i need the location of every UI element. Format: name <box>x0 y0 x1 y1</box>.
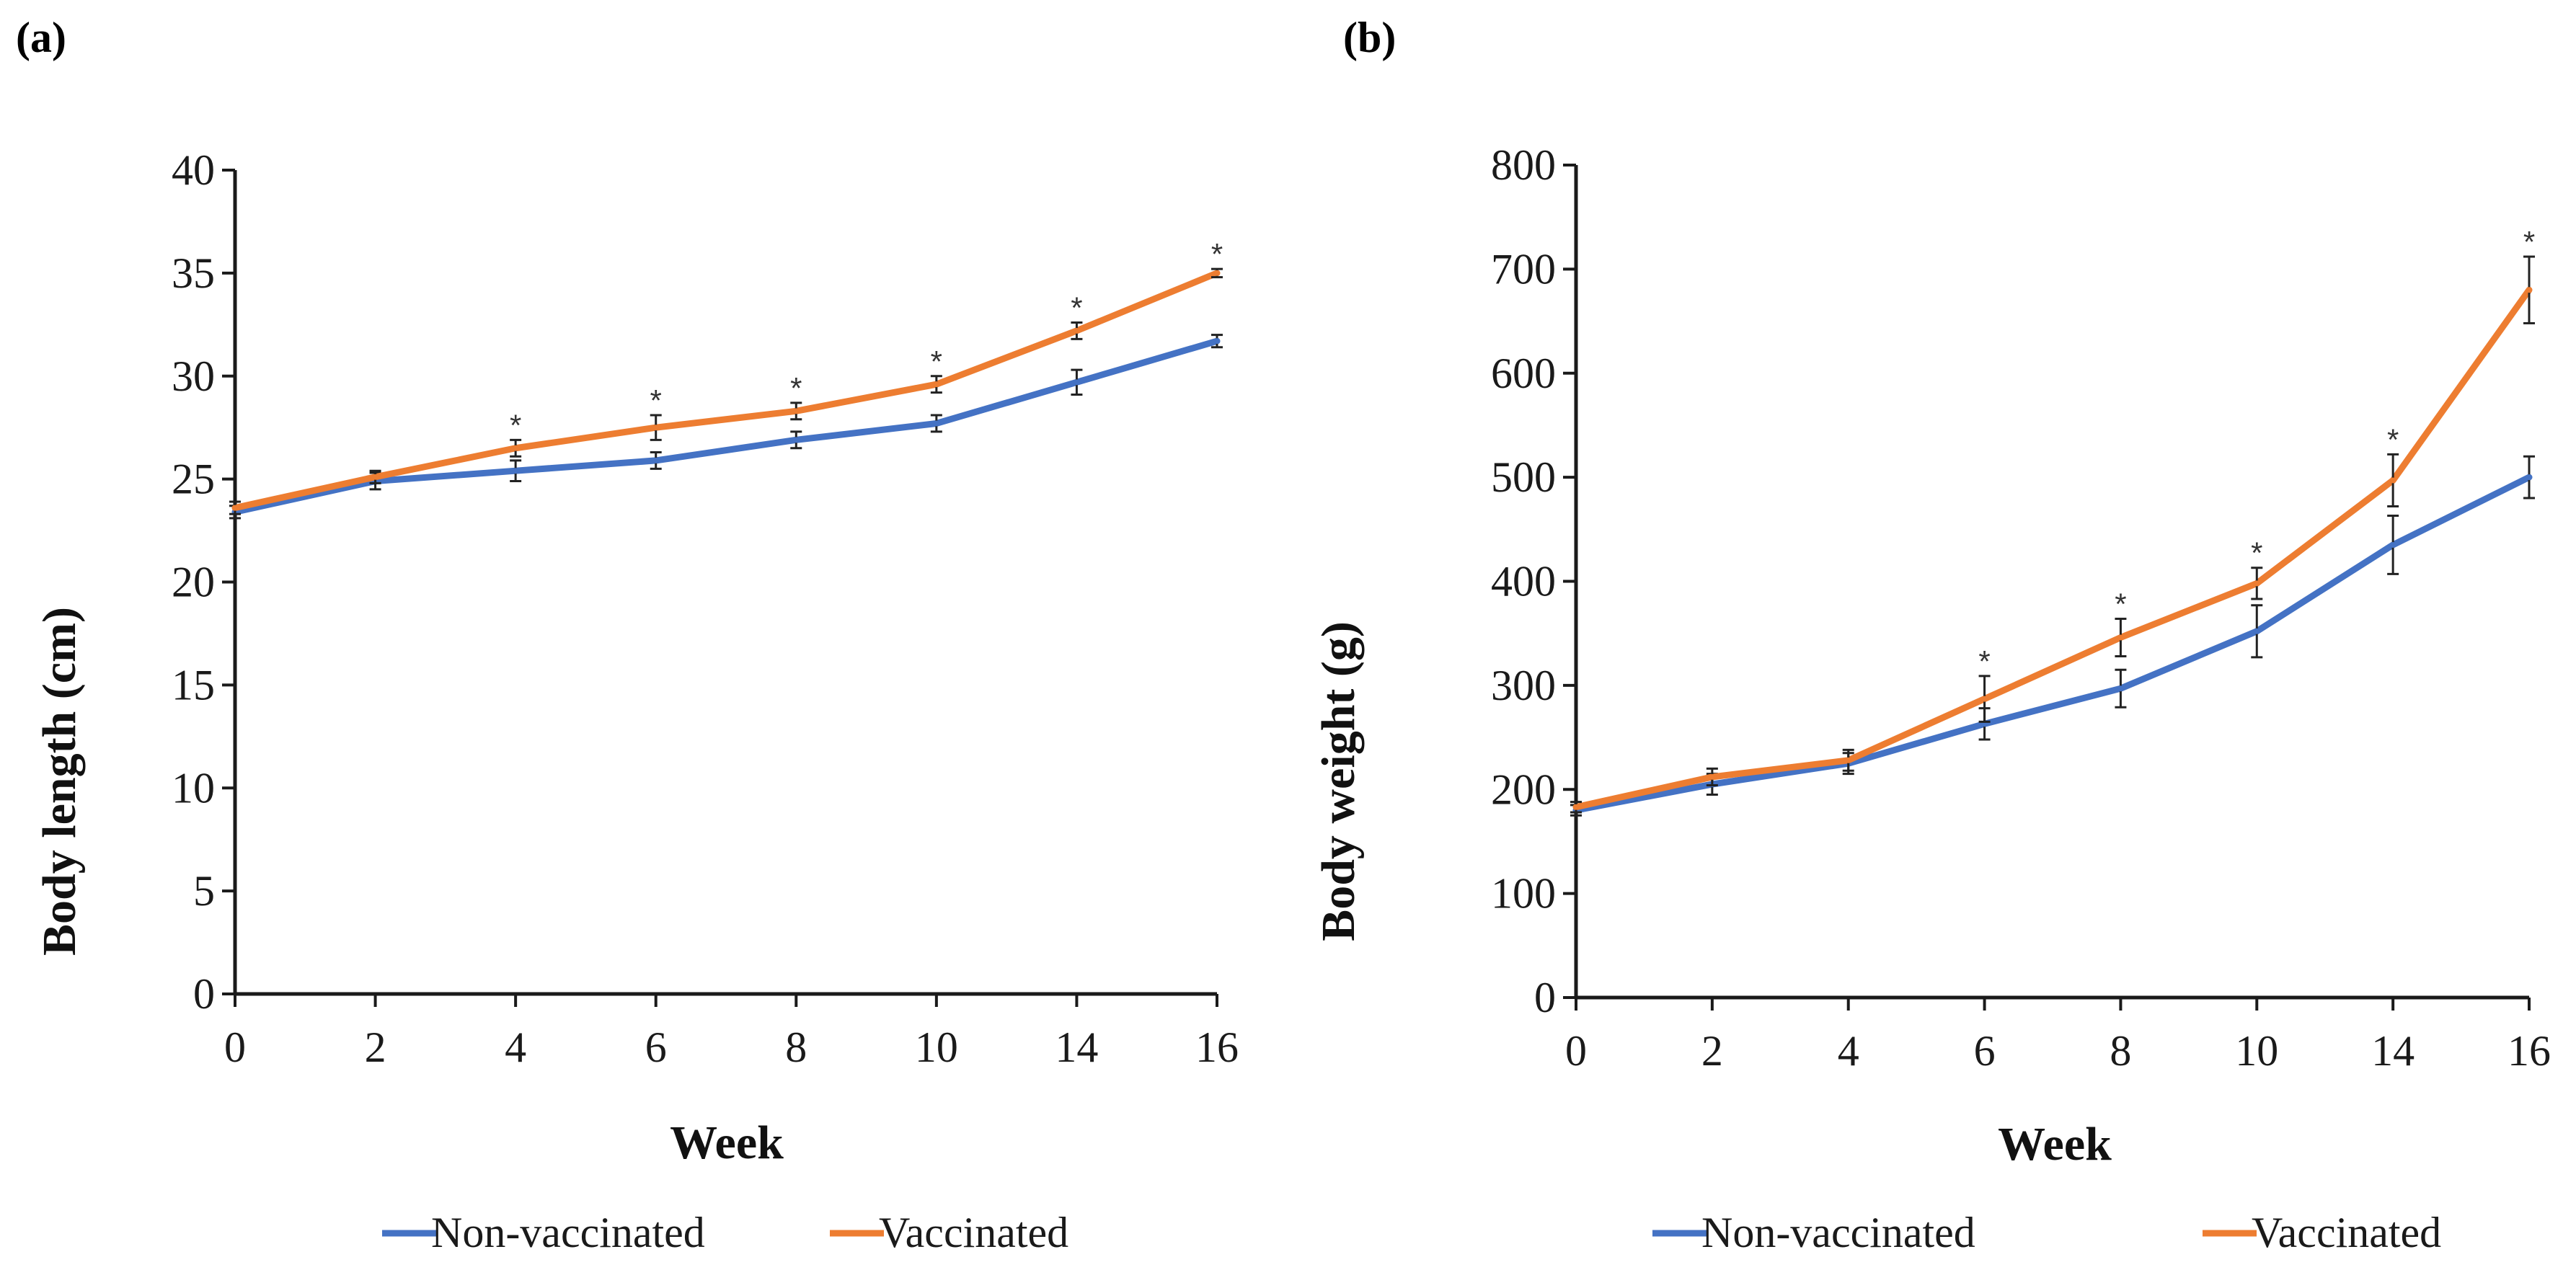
x-tick-label-a: 2 <box>365 1023 386 1071</box>
y-tick-label-a: 25 <box>172 456 215 503</box>
legend-label-vaccinated-b: Vaccinated <box>2252 1209 2441 1256</box>
x-tick-label-a: 6 <box>645 1023 667 1071</box>
significance-marker-b: * <box>2523 225 2535 259</box>
x-tick-label-a: 16 <box>1195 1023 1239 1071</box>
data-point-vaccinated-b <box>2117 634 2124 641</box>
legend-label-non-vaccinated-a: Non-vaccinated <box>431 1209 705 1256</box>
data-point-non-vaccinated-a <box>652 457 659 463</box>
data-point-vaccinated-a <box>933 381 939 388</box>
y-tick-label-a: 0 <box>193 970 215 1018</box>
x-tick-label-b: 16 <box>2508 1027 2551 1075</box>
data-point-vaccinated-a <box>513 445 519 451</box>
y-tick-label-b: 700 <box>1491 245 1556 293</box>
data-point-vaccinated-b <box>1981 696 1988 702</box>
data-point-non-vaccinated-a <box>933 420 939 427</box>
y-tick-label-b: 600 <box>1491 350 1556 397</box>
x-axis-title-a: Week <box>670 1116 784 1169</box>
data-point-vaccinated-a <box>652 425 659 431</box>
x-tick-label-a: 8 <box>785 1023 807 1071</box>
legend-b: Non-vaccinated Vaccinated <box>1652 1209 2441 1256</box>
data-point-vaccinated-a <box>372 474 379 480</box>
y-tick-label-a: 35 <box>172 249 215 297</box>
data-point-non-vaccinated-a <box>513 468 519 474</box>
legend-label-vaccinated-a: Vaccinated <box>879 1209 1068 1256</box>
y-tick-label-b: 100 <box>1491 870 1556 918</box>
series-line-vaccinated-a <box>231 270 1221 512</box>
significance-marker-b: * <box>2115 587 2126 621</box>
significance-marker-b: * <box>2251 536 2262 570</box>
y-tick-label-a: 30 <box>172 352 215 400</box>
y-tick-label-a: 5 <box>193 867 215 915</box>
y-tick-label-b: 800 <box>1491 141 1556 189</box>
data-point-vaccinated-b <box>2390 477 2396 484</box>
y-tick-label-a: 15 <box>172 661 215 709</box>
data-point-non-vaccinated-b <box>2117 685 2124 692</box>
y-axis-title-a: Body length (cm) <box>33 607 86 956</box>
y-tick-label-b: 300 <box>1491 662 1556 709</box>
plot-area-a: 0 5 10 15 20 25 30 35 40 0 2 4 6 8 10 14 16 * * * * * * <box>172 146 1239 1071</box>
data-point-vaccinated-b <box>2254 580 2260 587</box>
x-axis-title-b: Week <box>1998 1118 2112 1171</box>
series-line-non-vaccinated-a <box>231 337 1221 515</box>
data-point-vaccinated-b <box>1709 773 1715 780</box>
y-axis-title-b: Body weight (g) <box>1312 621 1365 941</box>
x-tick-label-b: 2 <box>1701 1027 1723 1075</box>
plot-area-b: 0 100 200 300 400 500 600 700 800 0 2 4 6 8 10 14 16 * * * *… <box>1491 141 2551 1075</box>
significance-marker-a: * <box>650 383 662 417</box>
significance-marker-a: * <box>790 371 802 405</box>
data-point-vaccinated-b <box>2526 287 2532 293</box>
legend-a: Non-vaccinated Vaccinated <box>382 1209 1068 1256</box>
data-point-non-vaccinated-a <box>793 437 800 443</box>
x-tick-label-a: 0 <box>224 1023 246 1071</box>
y-tick-label-a: 40 <box>172 146 215 194</box>
significance-marker-b: * <box>2387 422 2399 456</box>
x-tick-label-b: 6 <box>1974 1027 1996 1075</box>
data-point-vaccinated-a <box>1074 327 1080 334</box>
chart-a-svg: (a) 0 5 10 15 20 25 30 35 40 0 2 4 6 8 10 14 16 * * * * * * We… <box>16 14 1239 1256</box>
data-point-vaccinated-a <box>793 408 800 414</box>
series-line-vaccinated-b <box>1572 286 2533 811</box>
data-point-non-vaccinated-a <box>1214 338 1220 345</box>
x-tick-label-b: 4 <box>1838 1027 1859 1075</box>
y-tick-label-b: 500 <box>1491 453 1556 501</box>
x-tick-label-a: 4 <box>505 1023 526 1071</box>
x-tick-label-b: 14 <box>2371 1027 2415 1075</box>
data-point-non-vaccinated-b <box>2390 541 2396 548</box>
data-point-non-vaccinated-b <box>2526 474 2532 481</box>
y-tick-label-a: 10 <box>172 764 215 812</box>
significance-marker-a: * <box>1211 237 1223 271</box>
legend-label-non-vaccinated-b: Non-vaccinated <box>1701 1209 1975 1256</box>
chart-panel-b: (b) 0 100 200 300 400 500 600 700 800 0 2 4 6 8 10 14 16… <box>1288 0 2576 1270</box>
data-point-vaccinated-a <box>232 505 238 511</box>
y-tick-label-b: 0 <box>1534 974 1556 1021</box>
data-point-non-vaccinated-a <box>1074 379 1080 386</box>
significance-marker-a: * <box>931 345 942 378</box>
x-tick-label-a: 10 <box>915 1023 958 1071</box>
x-tick-label-a: 14 <box>1055 1023 1098 1071</box>
data-point-non-vaccinated-b <box>2254 628 2260 634</box>
panel-label-b: (b) <box>1343 14 1396 61</box>
series-line-non-vaccinated-b <box>1572 474 2533 814</box>
y-tick-label-b: 200 <box>1491 765 1556 813</box>
chart-b-svg: (b) 0 100 200 300 400 500 600 700 800 0 2 4 6 8 10 14 16… <box>1312 14 2551 1256</box>
significance-marker-a: * <box>510 408 521 442</box>
significance-marker-b: * <box>1978 644 1990 678</box>
data-point-vaccinated-b <box>1573 804 1579 810</box>
y-tick-label-b: 400 <box>1491 558 1556 605</box>
panel-label-a: (a) <box>16 14 66 61</box>
significance-marker-a: * <box>1071 290 1082 324</box>
data-point-vaccinated-b <box>1845 757 1851 763</box>
data-point-vaccinated-a <box>1214 270 1220 276</box>
x-tick-label-b: 10 <box>2235 1027 2278 1075</box>
x-tick-label-b: 0 <box>1565 1027 1587 1075</box>
x-tick-label-b: 8 <box>2110 1027 2131 1075</box>
y-tick-label-a: 20 <box>172 559 215 606</box>
chart-panel-a: (a) 0 5 10 15 20 25 30 35 40 0 2 4 6 8 10 14 16 * * * * * * We… <box>16 14 1239 1256</box>
